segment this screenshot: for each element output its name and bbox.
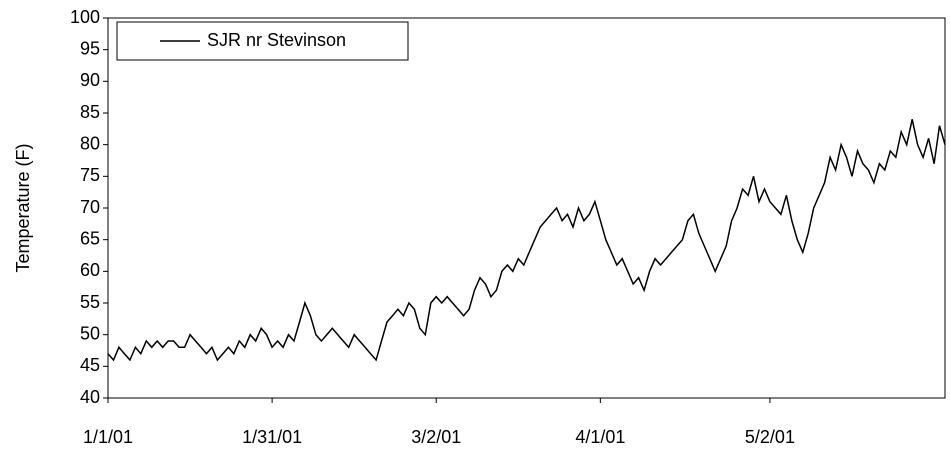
y-tick-label: 40 — [80, 387, 100, 407]
y-tick-label: 80 — [80, 133, 100, 153]
y-tick-label: 95 — [80, 38, 100, 58]
y-tick-label: 60 — [80, 260, 100, 280]
x-tick-label: 1/31/01 — [242, 427, 302, 447]
y-tick-label: 55 — [80, 292, 100, 312]
y-tick-label: 50 — [80, 323, 100, 343]
y-tick-label: 70 — [80, 197, 100, 217]
x-tick-label: 5/2/01 — [745, 427, 795, 447]
series-line — [107, 119, 946, 362]
y-tick-label: 85 — [80, 102, 100, 122]
x-tick-label: 1/1/01 — [83, 427, 133, 447]
y-axis-label: Temperature (F) — [13, 143, 33, 272]
x-tick-label: 3/2/01 — [411, 427, 461, 447]
y-tick-label: 100 — [70, 7, 100, 27]
y-tick-label: 90 — [80, 70, 100, 90]
legend-box — [116, 21, 409, 61]
x-tick-label: 4/1/01 — [575, 427, 625, 447]
plot-frame — [107, 17, 946, 399]
y-tick-label: 75 — [80, 165, 100, 185]
y-tick-label: 65 — [80, 228, 100, 248]
y-tick-label: 45 — [80, 355, 100, 375]
legend-label: SJR nr Stevinson — [207, 30, 346, 50]
